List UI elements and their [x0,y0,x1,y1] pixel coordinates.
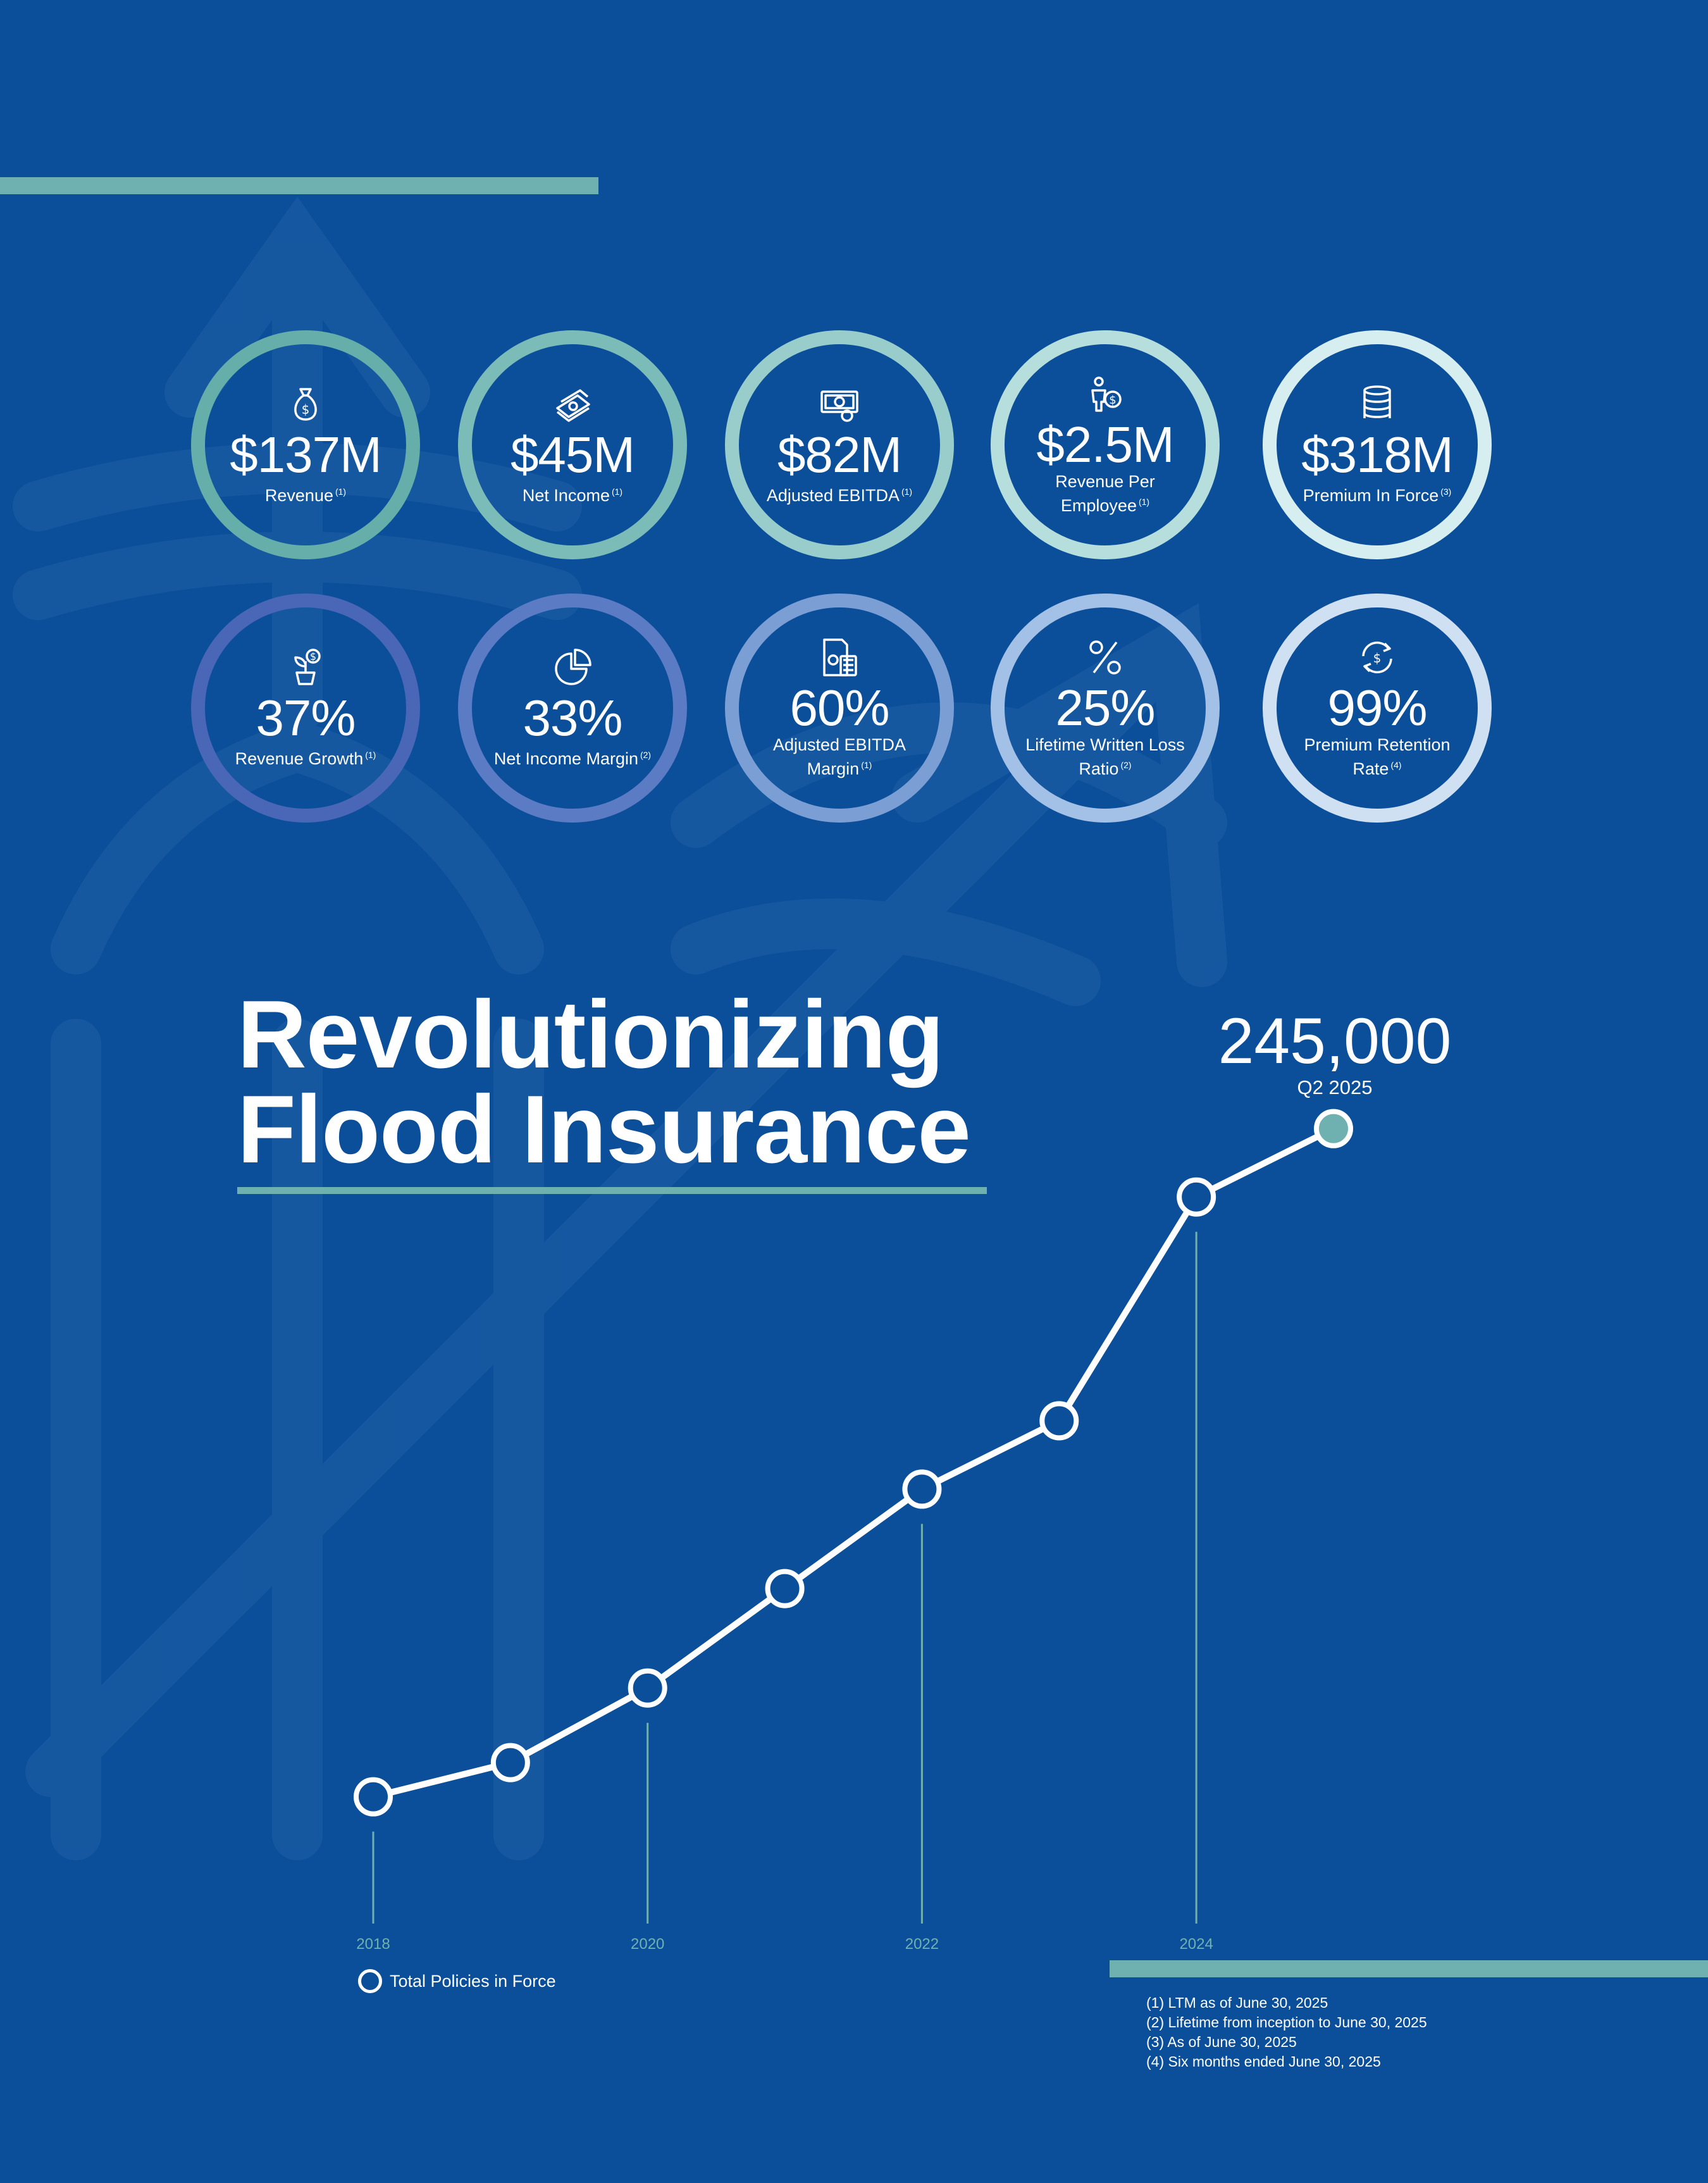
metric-label: Lifetime Written Loss Ratio [1025,735,1185,778]
metric-label: Premium Retention Rate [1304,735,1451,778]
metric-net-income-margin: 33% Net Income Margin (2) [458,594,687,823]
metric-note: (4) [1390,760,1402,770]
data-point [902,1469,942,1509]
top-accent-bar [0,177,598,194]
metric-label: Adjusted EBITDA [766,486,900,505]
footnote: (2) Lifetime from inception to June 30, … [1146,2014,1427,2031]
person-dollar-icon: $ [1085,374,1125,414]
metric-value: 25% [1055,680,1155,736]
metric-value: 99% [1327,680,1427,736]
footnote: (1) LTM as of June 30, 2025 [1146,1994,1328,2011]
metric-premium-in-force: $318M Premium In Force (3) [1263,330,1492,559]
metric-revenue-growth: $ 37% Revenue Growth (1) [191,594,420,823]
metric-label: Revenue [264,486,333,505]
x-tick-label: 2022 [905,1936,939,1953]
headline-line-1: Revolutionizing [237,981,944,1088]
metric-note: (1) [611,487,623,497]
metric-label: Revenue Growth [235,749,364,768]
metric-label: Premium In Force [1303,486,1439,505]
policies-line-chart: 2018 2020 2022 2024 [354,1109,1353,1953]
metric-label: Revenue Per Employee [1055,472,1155,515]
metric-label: Adjusted EBITDA Margin [772,735,907,778]
metric-note: (3) [1440,487,1452,497]
metric-value: $318M [1301,426,1454,483]
metric-adjusted-ebitda: $82M Adjusted EBITDA (1) [725,330,954,559]
banknote-icon [819,384,860,425]
data-point [354,1777,393,1817]
refresh-dollar-icon: $ [1357,637,1397,678]
metric-value: $2.5M [1036,416,1174,473]
metric-value: 37% [256,690,356,746]
legend-label: Total Policies in Force [390,1971,556,1991]
metric-net-income: $45M Net Income (1) [458,330,687,559]
metric-note: (1) [901,487,913,497]
metric-value: 33% [523,690,622,746]
plant-dollar-icon: $ [285,647,326,688]
callout-value: 245,000 [1218,1005,1452,1077]
metric-lifetime-written-loss-ratio: 25% Lifetime Written Loss Ratio (2) [991,594,1220,823]
percent-icon [1085,637,1125,678]
metric-premium-retention-rate: $ 99% Premium Retention Rate (4) [1263,594,1492,823]
svg-text:$: $ [310,650,316,662]
chart-legend: Total Policies in Force [358,1969,556,1993]
metric-value: $45M [510,426,635,483]
svg-text:$: $ [1373,650,1382,666]
money-bag-icon: $ [285,384,326,425]
data-point [765,1569,805,1608]
series-line [372,1126,1335,1800]
x-tick-label: 2020 [631,1936,664,1953]
latest-value-callout: 245,000 Q2 2025 [1202,1006,1468,1100]
headline-underline [237,1187,987,1194]
calculator-document-icon [819,637,860,678]
metric-value: 60% [789,680,889,736]
data-point [1177,1177,1216,1217]
pie-chart-icon [552,647,593,688]
metric-note: (1) [1138,497,1150,507]
metric-note: (2) [640,750,652,760]
metric-label: Net Income Margin [493,749,638,768]
callout-label: Q2 2025 [1297,1076,1373,1098]
svg-text:$: $ [1109,394,1116,407]
coin-stack-icon [1357,384,1397,425]
footnote: (4) Six months ended June 30, 2025 [1146,2053,1381,2070]
svg-text:$: $ [302,402,310,417]
metric-adjusted-ebitda-margin: 60% Adjusted EBITDA Margin (1) [725,594,954,823]
metric-note: (1) [335,487,347,497]
metric-revenue: $ $137M Revenue (1) [191,330,420,559]
x-tick-label: 2018 [356,1936,390,1953]
bottom-accent-bar [1110,1960,1708,1977]
cash-stack-icon [552,384,593,425]
metric-note: (1) [861,760,872,770]
metric-revenue-per-employee: $ $2.5M Revenue Per Employee (1) [991,330,1220,559]
legend-marker [358,1969,382,1993]
data-point [1039,1401,1079,1441]
footnote: (3) As of June 30, 2025 [1146,2034,1297,2050]
x-tick-label: 2024 [1179,1936,1213,1953]
metric-note: (2) [1120,760,1132,770]
footnotes: (1) LTM as of June 30, 2025 (2) Lifetime… [1146,1993,1427,2072]
metric-value: $82M [777,426,902,483]
headline: Revolutionizing Flood Insurance [237,981,971,1183]
headline-line-2: Flood Insurance [237,1076,971,1183]
metric-note: (1) [365,750,376,760]
data-point [490,1743,530,1782]
highlight-point [1314,1109,1353,1148]
metric-label: Net Income [522,486,610,505]
data-point [628,1668,667,1708]
metric-value: $137M [230,426,382,483]
